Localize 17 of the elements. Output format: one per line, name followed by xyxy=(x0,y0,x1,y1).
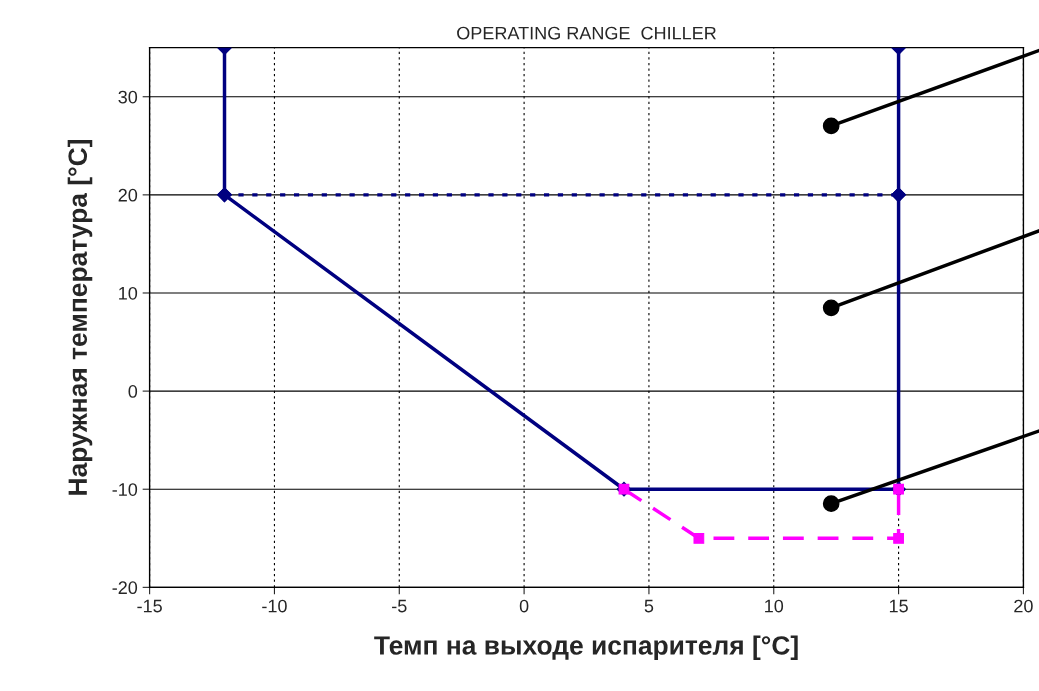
x-tick-label: 0 xyxy=(519,599,529,613)
x-tick-label: -10 xyxy=(262,599,287,613)
y-tick-label: 30 xyxy=(118,90,138,104)
x-tick-label: -15 xyxy=(137,599,162,613)
chart-title: OPERATING RANGE CHILLER xyxy=(457,26,716,40)
x-tick-label: 10 xyxy=(765,599,784,613)
y-tick-label: 10 xyxy=(119,286,138,300)
y-tick-label: 20 xyxy=(118,188,138,202)
x-tick-label: 15 xyxy=(889,599,908,613)
y-tick-label: -10 xyxy=(112,483,138,496)
x-axis-title: Темп на выходе испарителя [°C] xyxy=(374,635,798,661)
x-tick-label: 20 xyxy=(1014,599,1033,613)
x-tick-label: -5 xyxy=(392,599,407,613)
y-tick-label: -20 xyxy=(112,581,138,595)
x-tick-label: 5 xyxy=(644,599,654,613)
y-axis-title: Наружная температура [°C] xyxy=(67,140,93,495)
y-tick-label: 0 xyxy=(128,385,138,398)
